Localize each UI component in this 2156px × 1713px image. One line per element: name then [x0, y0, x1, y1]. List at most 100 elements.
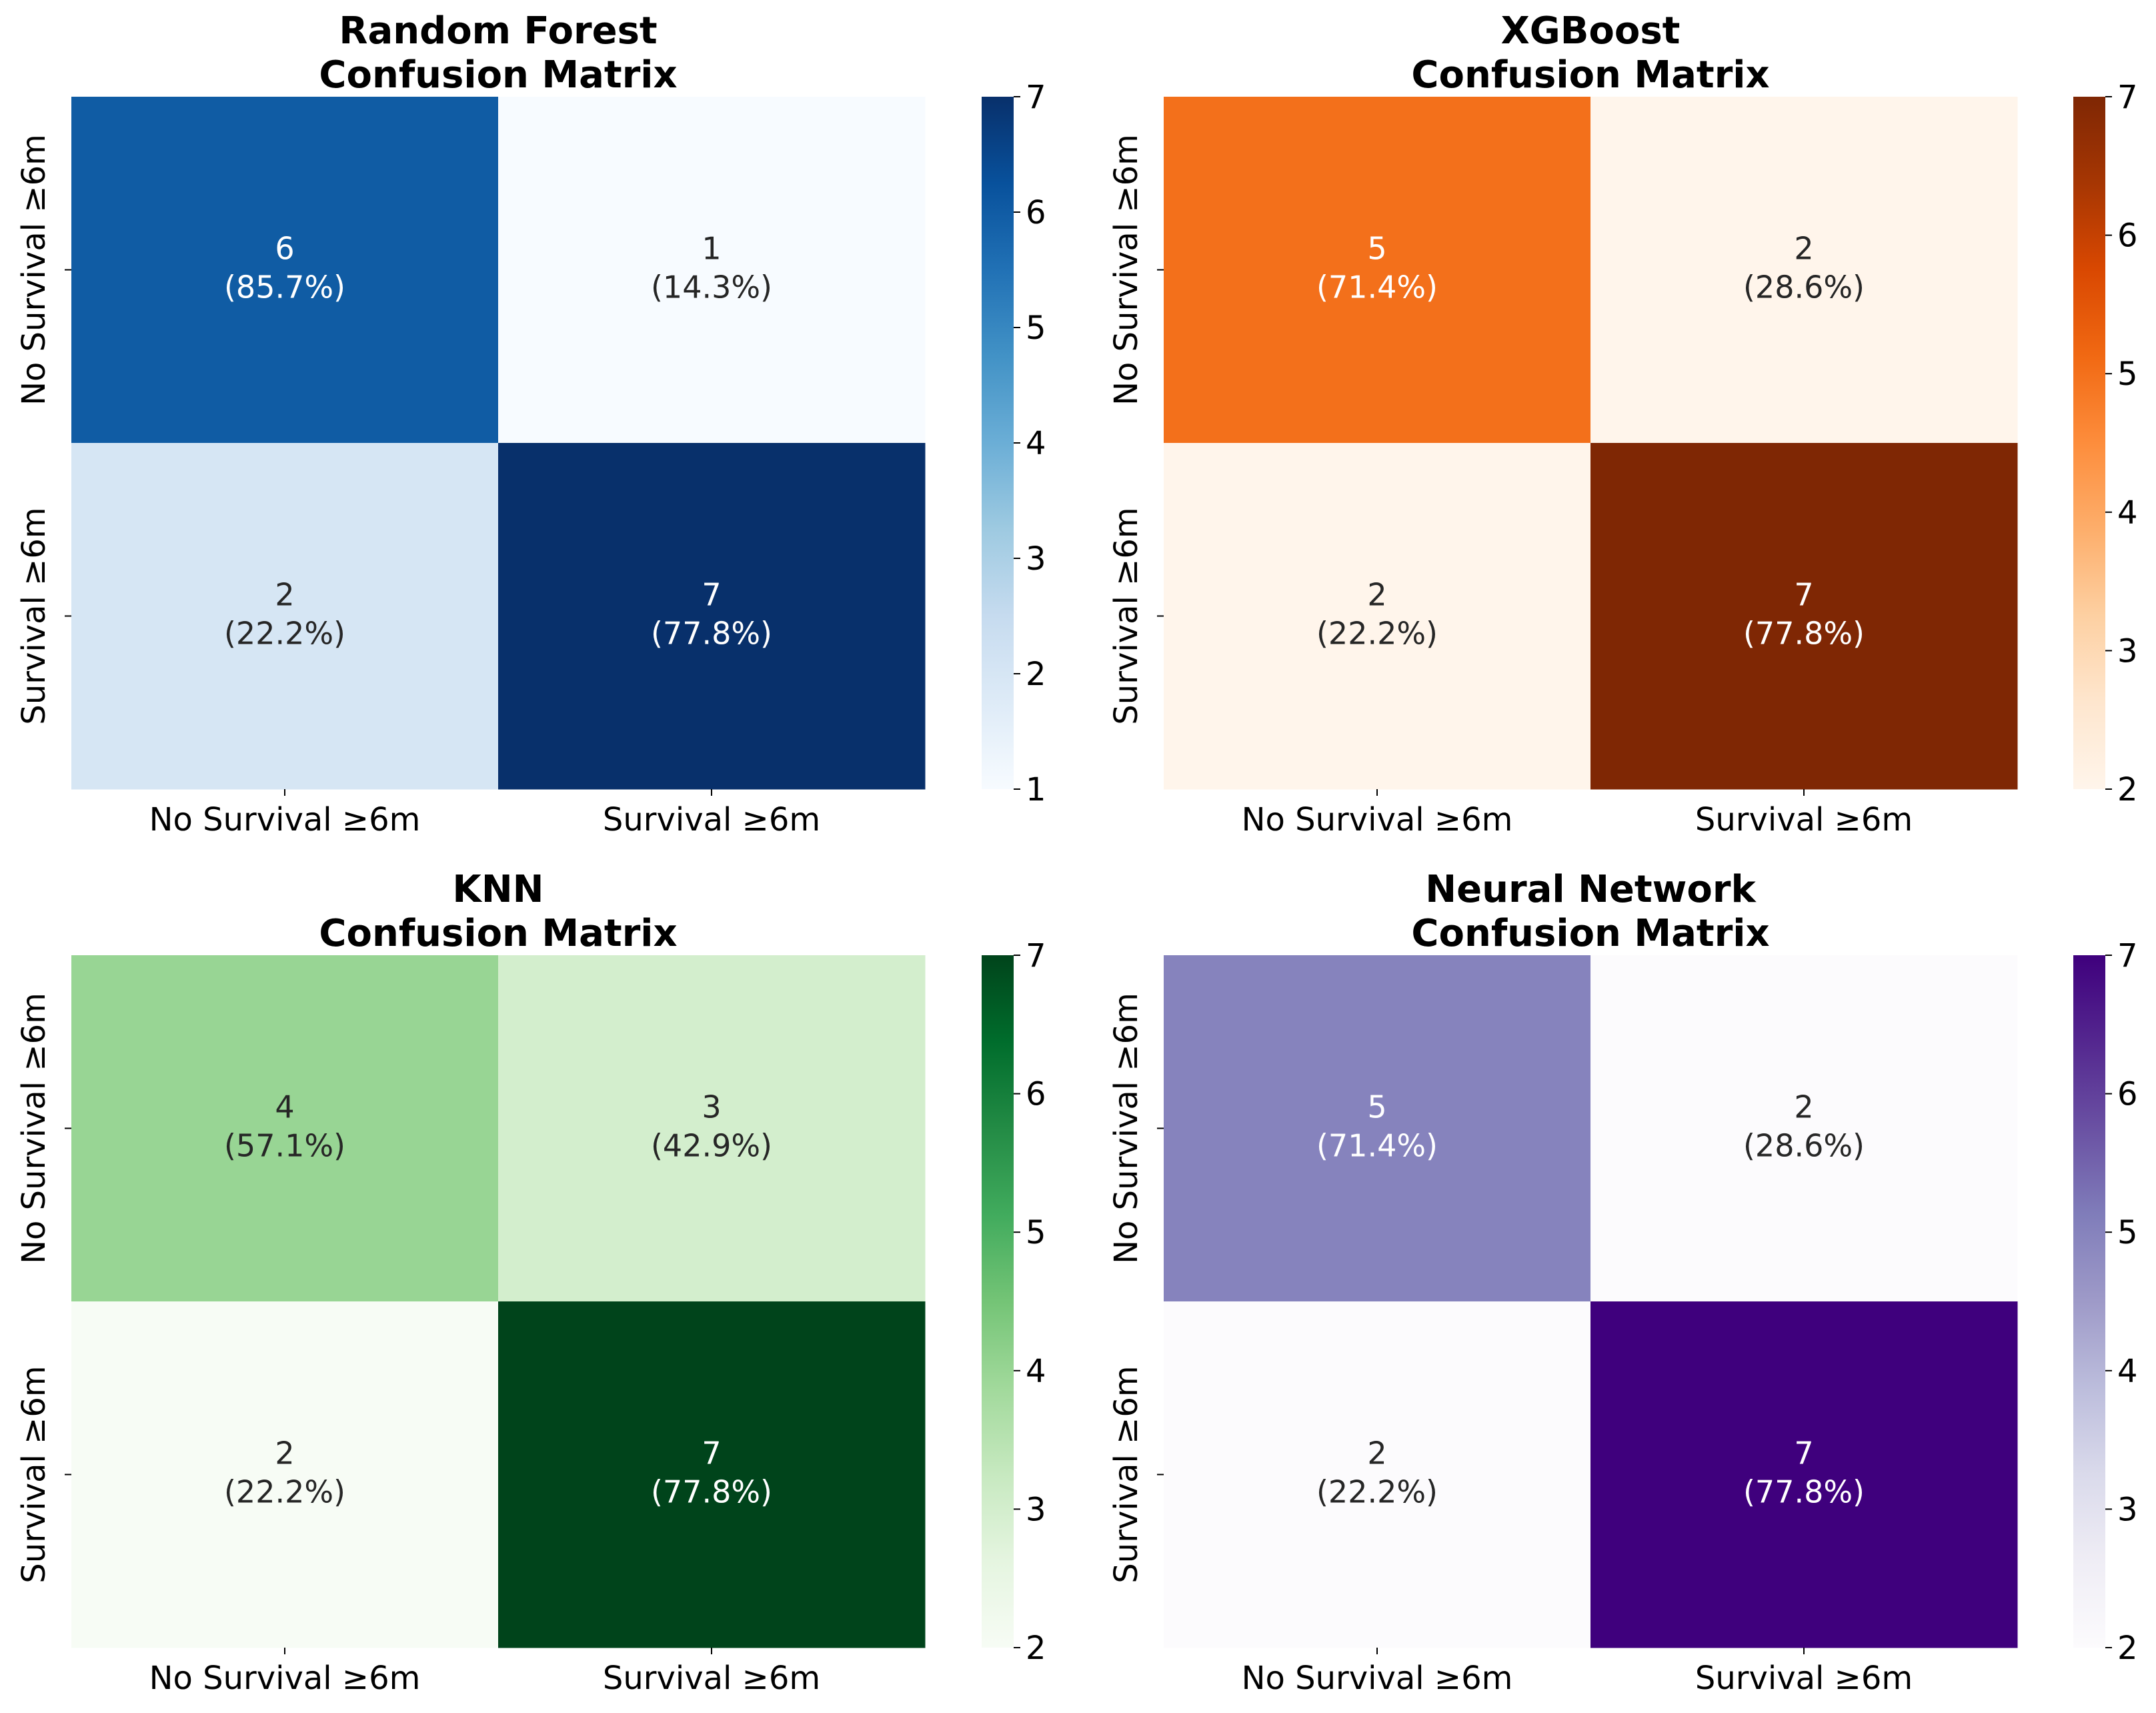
x-tick-label: Survival ≥6m — [1695, 1660, 1913, 1697]
chart-title-line: Confusion Matrix — [319, 53, 677, 97]
cell-percent-label: (85.7%) — [224, 269, 345, 306]
x-tick-label: No Survival ≥6m — [1242, 1660, 1513, 1697]
colorbar-tick-label: 3 — [1026, 1491, 1046, 1528]
colorbar-tick-label: 6 — [1026, 194, 1046, 231]
x-tick-label: Survival ≥6m — [603, 1660, 820, 1697]
cell-count-label: 2 — [275, 1436, 294, 1472]
heatmap-cell — [1164, 443, 1591, 790]
colorbar-tick-label: 6 — [1026, 1076, 1046, 1113]
heatmap-cell — [498, 955, 926, 1302]
heatmap-cell — [1590, 955, 2018, 1302]
cell-count-label: 4 — [275, 1089, 294, 1125]
y-tick-label: Survival ≥6m — [1108, 1365, 1145, 1583]
colorbar-tick-label: 2 — [1026, 1630, 1046, 1667]
colorbar-tick-label: 7 — [2117, 79, 2138, 116]
x-tick-label: Survival ≥6m — [603, 801, 820, 838]
heatmap-cell — [1590, 1301, 2018, 1648]
colorbar — [982, 955, 1014, 1648]
heatmap-cell — [71, 443, 499, 790]
colorbar-tick-label: 6 — [2117, 1076, 2138, 1113]
cell-count-label: 2 — [275, 577, 294, 613]
chart-title-line: KNN — [452, 868, 544, 911]
chart-title-line: Confusion Matrix — [1411, 53, 1769, 97]
heatmap-cell — [1590, 97, 2018, 444]
colorbar-tick-label: 5 — [1026, 310, 1046, 347]
cell-count-label: 2 — [1367, 577, 1386, 613]
cell-percent-label: (22.2%) — [224, 616, 345, 652]
y-tick-label: No Survival ≥6m — [15, 134, 53, 406]
y-tick-label: No Survival ≥6m — [1108, 134, 1145, 406]
colorbar-tick-label: 3 — [2117, 632, 2138, 670]
colorbar-tick-label: 5 — [1026, 1214, 1046, 1251]
y-tick-label: No Survival ≥6m — [1108, 993, 1145, 1264]
cell-count-label: 7 — [1794, 577, 1813, 613]
heatmap-cell — [71, 955, 499, 1302]
chart-title-line: Neural Network — [1425, 868, 1757, 911]
cell-percent-label: (77.8%) — [1743, 1474, 1865, 1510]
colorbar-tick-label: 2 — [2117, 1630, 2138, 1667]
cell-count-label: 3 — [702, 1089, 721, 1125]
cell-percent-label: (71.4%) — [1316, 269, 1438, 306]
cell-count-label: 1 — [702, 231, 721, 267]
colorbar-tick-label: 4 — [2117, 494, 2138, 532]
cell-percent-label: (28.6%) — [1743, 269, 1865, 306]
chart-title-line: Confusion Matrix — [319, 912, 677, 955]
colorbar-tick-label: 5 — [2117, 1214, 2138, 1251]
colorbar-tick-label: 5 — [2117, 356, 2138, 393]
cell-percent-label: (42.9%) — [651, 1128, 772, 1164]
y-tick-label: Survival ≥6m — [15, 1365, 53, 1583]
x-tick-label: No Survival ≥6m — [149, 801, 421, 838]
cell-percent-label: (22.2%) — [1316, 1474, 1438, 1510]
chart-title-line: XGBoost — [1501, 9, 1681, 53]
colorbar-tick-label: 3 — [2117, 1491, 2138, 1528]
heatmap-cell — [1164, 97, 1591, 444]
heatmap-cell — [498, 443, 926, 790]
cell-count-label: 5 — [1367, 231, 1386, 267]
heatmap-cell — [1590, 443, 2018, 790]
y-tick-label: Survival ≥6m — [15, 507, 53, 724]
cell-count-label: 7 — [702, 1436, 721, 1472]
colorbar-tick-label: 3 — [1026, 540, 1046, 578]
cell-percent-label: (28.6%) — [1743, 1128, 1865, 1164]
cell-percent-label: (77.8%) — [651, 616, 772, 652]
colorbar-tick-label: 2 — [1026, 656, 1046, 693]
colorbar — [2073, 955, 2105, 1648]
x-tick-label: No Survival ≥6m — [149, 1660, 421, 1697]
colorbar-tick-label: 4 — [1026, 1353, 1046, 1390]
colorbar-tick-label: 7 — [1026, 79, 1046, 116]
heatmap-cell — [498, 97, 926, 444]
x-tick-label: No Survival ≥6m — [1242, 801, 1513, 838]
cell-percent-label: (22.2%) — [1316, 616, 1438, 652]
x-tick-label: Survival ≥6m — [1695, 801, 1913, 838]
colorbar — [982, 97, 1014, 789]
colorbar-tick-label: 7 — [1026, 937, 1046, 975]
chart-title-line: Confusion Matrix — [1411, 912, 1769, 955]
cell-count-label: 2 — [1794, 231, 1813, 267]
colorbar-tick-label: 7 — [2117, 937, 2138, 975]
y-tick-label: Survival ≥6m — [1108, 507, 1145, 724]
chart-title-line: Random Forest — [339, 9, 657, 53]
cell-count-label: 5 — [1367, 1089, 1386, 1125]
colorbar — [2073, 97, 2105, 789]
cell-percent-label: (57.1%) — [224, 1128, 345, 1164]
colorbar-tick-label: 6 — [2117, 217, 2138, 255]
cell-count-label: 2 — [1794, 1089, 1813, 1125]
colorbar-tick-label: 1 — [1026, 771, 1046, 808]
colorbar-tick-label: 2 — [2117, 771, 2138, 808]
cell-percent-label: (77.8%) — [1743, 616, 1865, 652]
heatmap-cell — [1164, 1301, 1591, 1648]
cell-percent-label: (14.3%) — [651, 269, 772, 306]
colorbar-tick-label: 4 — [2117, 1353, 2138, 1390]
cell-percent-label: (77.8%) — [651, 1474, 772, 1510]
cell-count-label: 6 — [275, 231, 294, 267]
cell-count-label: 7 — [1794, 1436, 1813, 1472]
heatmap-cell — [1164, 955, 1591, 1302]
heatmap-cell — [71, 97, 499, 444]
cell-percent-label: (22.2%) — [224, 1474, 345, 1510]
heatmap-cell — [71, 1301, 499, 1648]
